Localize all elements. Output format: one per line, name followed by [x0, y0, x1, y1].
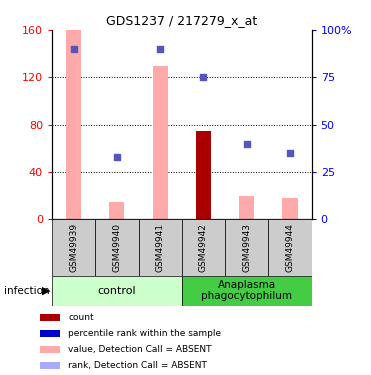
Text: GSM49941: GSM49941	[156, 223, 165, 272]
Bar	[152, 66, 168, 219]
Point	[200, 74, 206, 80]
Text: percentile rank within the sample: percentile rank within the sample	[68, 329, 221, 338]
Bar	[182, 219, 225, 276]
Text: GSM49944: GSM49944	[286, 223, 295, 272]
Text: value, Detection Call = ABSENT: value, Detection Call = ABSENT	[68, 345, 211, 354]
Point	[114, 154, 120, 160]
Text: GSM49943: GSM49943	[242, 223, 251, 272]
Bar	[52, 276, 182, 306]
Point	[244, 141, 250, 147]
Point	[287, 150, 293, 156]
Text: Anaplasma
phagocytophilum: Anaplasma phagocytophilum	[201, 280, 292, 302]
Title: GDS1237 / 217279_x_at: GDS1237 / 217279_x_at	[106, 15, 257, 27]
Bar	[282, 198, 298, 219]
Bar	[196, 130, 211, 219]
Text: GSM49942: GSM49942	[199, 223, 208, 272]
Bar	[239, 196, 254, 219]
Text: infection: infection	[4, 286, 49, 296]
Bar	[109, 202, 124, 219]
Bar	[95, 219, 138, 276]
Bar	[40, 346, 60, 353]
Bar	[268, 219, 312, 276]
Text: rank, Detection Call = ABSENT: rank, Detection Call = ABSENT	[68, 361, 207, 370]
Bar	[52, 219, 95, 276]
Bar	[40, 362, 60, 369]
Point	[70, 46, 76, 52]
Bar	[66, 30, 81, 219]
Bar	[182, 276, 312, 306]
Text: control: control	[98, 286, 136, 296]
Text: ▶: ▶	[42, 286, 50, 296]
Bar	[40, 314, 60, 321]
Text: count: count	[68, 313, 94, 322]
Point	[157, 46, 163, 52]
Text: GSM49939: GSM49939	[69, 223, 78, 272]
Bar	[40, 330, 60, 337]
Bar	[225, 219, 268, 276]
Text: GSM49940: GSM49940	[112, 223, 121, 272]
Bar	[138, 219, 182, 276]
